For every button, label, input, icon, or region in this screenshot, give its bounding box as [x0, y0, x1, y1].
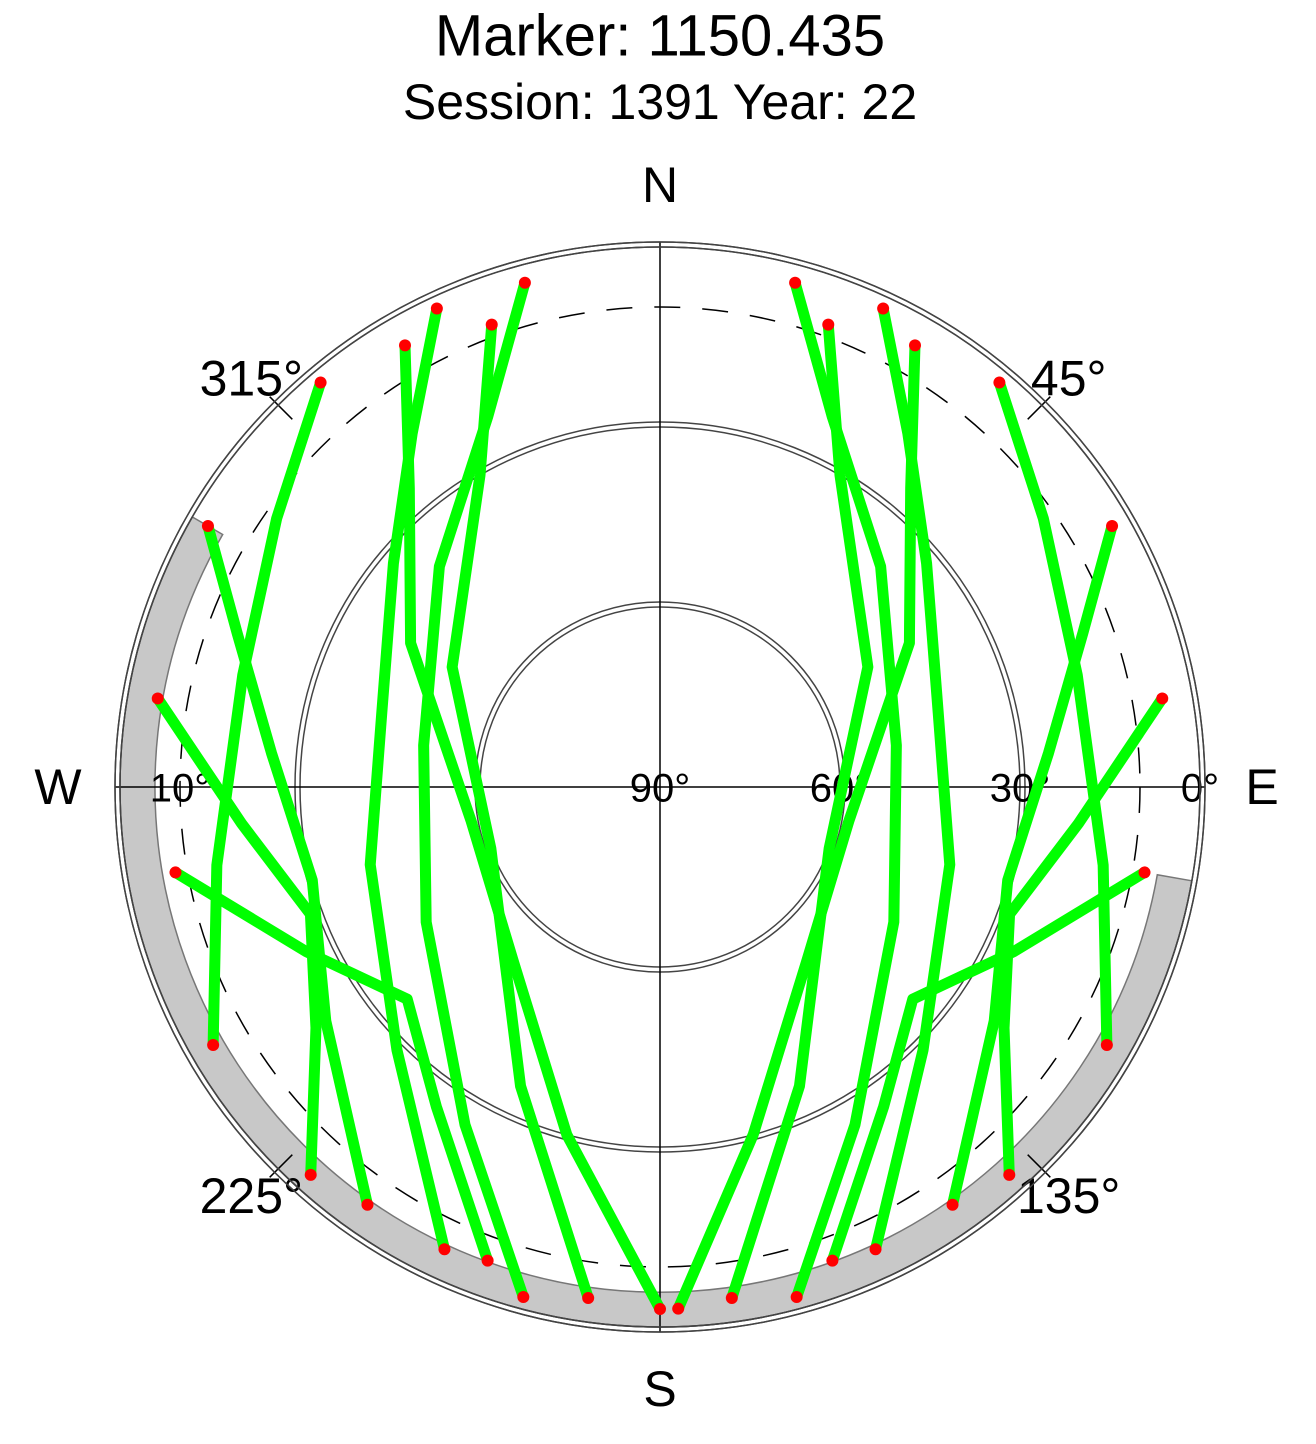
low-elevation-point [826, 1254, 839, 1267]
azimuth-tick [1027, 1154, 1051, 1178]
low-elevation-point [993, 376, 1006, 389]
satellite-track [399, 339, 666, 1315]
low-elevation-point [790, 1291, 803, 1304]
satellite-track [202, 520, 373, 1211]
low-elevation-point [518, 276, 531, 289]
direction-label: W [34, 759, 82, 815]
low-elevation-point [946, 1198, 959, 1211]
horizon-ring [119, 246, 1201, 1328]
direction-label: S [643, 1361, 676, 1417]
low-elevation-point [822, 318, 835, 331]
low-elevation-point [438, 1243, 451, 1256]
low-elevation-point [361, 1198, 374, 1211]
satellite-track [993, 377, 1113, 1051]
mask-label: 10° [150, 767, 211, 811]
satellite-track [947, 520, 1118, 1211]
chart-subtitle: Session: 1391 Year: 22 [403, 74, 917, 130]
low-elevation-point [430, 302, 443, 315]
low-elevation-point [481, 1254, 494, 1267]
low-elevation-point [1156, 692, 1169, 705]
satellite-track [169, 866, 494, 1267]
low-elevation-point [151, 692, 164, 705]
azimuth-tick [1027, 396, 1051, 420]
azimuth-label: 225° [200, 1168, 303, 1224]
low-elevation-point [909, 339, 921, 352]
low-elevation-point [1106, 520, 1119, 532]
low-elevation-point [672, 1302, 685, 1315]
low-elevation-point [725, 1291, 738, 1304]
low-elevation-point [304, 1168, 317, 1181]
low-elevation-point [869, 1243, 882, 1256]
direction-label: N [642, 157, 678, 213]
low-elevation-point [877, 302, 890, 315]
low-elevation-point [169, 866, 182, 879]
direction-label: E [1245, 759, 1278, 815]
azimuth-label: 135° [1017, 1168, 1120, 1224]
low-elevation-point [1138, 866, 1151, 879]
satellite-track [726, 319, 874, 1304]
low-elevation-point [485, 318, 498, 331]
low-elevation-point [399, 339, 411, 352]
azimuth-label: 45° [1031, 350, 1107, 406]
horizon-ring [114, 241, 1206, 1333]
low-elevation-point [582, 1291, 595, 1304]
low-elevation-point [654, 1303, 666, 1315]
low-elevation-point [1003, 1168, 1016, 1181]
satellite-track [207, 377, 327, 1051]
low-elevation-point [789, 276, 802, 289]
low-elevation-point [517, 1291, 530, 1304]
low-elevation-point [201, 520, 214, 532]
low-elevation-point [1100, 1039, 1113, 1051]
chart-title: Marker: 1150.435 [435, 3, 885, 68]
satellite-track [446, 319, 594, 1304]
azimuth-label: 315° [200, 350, 303, 406]
satellite-track [672, 339, 921, 1315]
satellite-track [152, 692, 322, 1181]
low-elevation-point [314, 376, 327, 389]
azimuth-tick [269, 396, 293, 420]
low-elevation-point [207, 1039, 220, 1051]
satellite-track [998, 692, 1168, 1181]
satellite-track [826, 866, 1151, 1267]
azimuth-tick [269, 1154, 293, 1178]
